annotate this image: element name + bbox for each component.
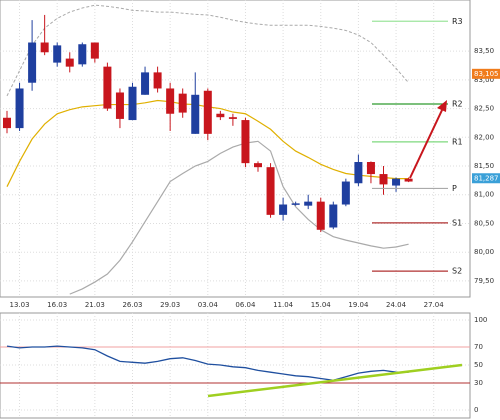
indicator-line [69, 140, 409, 295]
price-tag-label: 83,105 [474, 70, 499, 78]
x-tick-label: 21.03 [85, 301, 105, 309]
candle-body [392, 178, 401, 186]
candle-body [404, 178, 413, 182]
pivot-label: R3 [452, 17, 463, 26]
y-tick-label: 80,50 [474, 219, 494, 227]
candle-body [354, 162, 363, 184]
candle-body [153, 72, 162, 89]
y-tick-label: 0 [474, 406, 478, 414]
y-tick-label: 70 [474, 343, 483, 351]
candle-body [341, 181, 350, 205]
price-tag-label: 81,287 [474, 174, 499, 182]
x-tick-label: 13.03 [10, 301, 30, 309]
candle-body [15, 88, 24, 129]
y-tick-label: 100 [474, 316, 487, 324]
forecast-arrowhead [437, 100, 447, 112]
pivot-label: R1 [452, 137, 463, 146]
candle-body [241, 120, 250, 164]
price-tag [472, 173, 500, 184]
x-tick-label: 06.04 [235, 301, 256, 309]
candle-body [254, 163, 262, 168]
pivot-label: R2 [452, 99, 463, 108]
y-tick-label: 81,50 [474, 162, 494, 170]
pivot-label: S2 [452, 267, 462, 276]
candle-body [128, 86, 137, 121]
candle-body [141, 72, 150, 95]
candle-body [316, 201, 325, 230]
candle-body [178, 93, 187, 113]
y-tick-label: 30 [474, 379, 483, 387]
x-tick-label: 26.03 [122, 301, 142, 309]
y-tick-label: 83,50 [474, 47, 494, 55]
candle-body [3, 117, 11, 129]
oscillator-line [6, 345, 409, 381]
pivot-label: S1 [452, 218, 462, 227]
indicator-line [6, 4, 409, 97]
candle-body [166, 88, 175, 114]
y-tick-label: 82,00 [474, 133, 494, 141]
candle-body [65, 58, 74, 67]
candle-body [279, 204, 288, 215]
price-tag [472, 68, 500, 79]
candle-body [228, 117, 237, 119]
y-tick-label: 50 [474, 361, 483, 369]
candle-body [291, 203, 300, 205]
candle-body [216, 113, 225, 118]
candle-body [40, 42, 49, 53]
x-tick-label: 27.04 [424, 301, 445, 309]
candle-body [28, 42, 37, 83]
x-tick-label: 15.04 [311, 301, 332, 309]
candle-body [304, 201, 313, 206]
x-tick-label: 11.04 [273, 301, 294, 309]
candle-body [266, 167, 275, 215]
candle-body [366, 162, 375, 175]
candle-body [90, 42, 99, 59]
candle-body [203, 90, 212, 134]
y-tick-label: 79,50 [474, 277, 494, 285]
pivot-label: P [452, 184, 457, 193]
candle-body [53, 45, 62, 63]
candle-body [379, 174, 388, 185]
x-tick-label: 19.04 [348, 301, 369, 309]
y-tick-label: 83,00 [474, 76, 494, 84]
candle-body [103, 66, 112, 109]
candle-body [115, 92, 124, 119]
x-tick-label: 29.03 [160, 301, 180, 309]
forecast-arrow [409, 107, 444, 179]
x-tick-label: 03.04 [198, 301, 219, 309]
candle-body [191, 94, 200, 134]
y-tick-label: 80,00 [474, 248, 494, 256]
candle-body [78, 44, 87, 65]
trendline [207, 363, 463, 398]
y-tick-label: 81,00 [474, 191, 494, 199]
x-tick-label: 24.04 [386, 301, 407, 309]
candle-body [329, 204, 338, 228]
x-tick-label: 16.03 [47, 301, 67, 309]
y-tick-label: 82,50 [474, 105, 494, 113]
